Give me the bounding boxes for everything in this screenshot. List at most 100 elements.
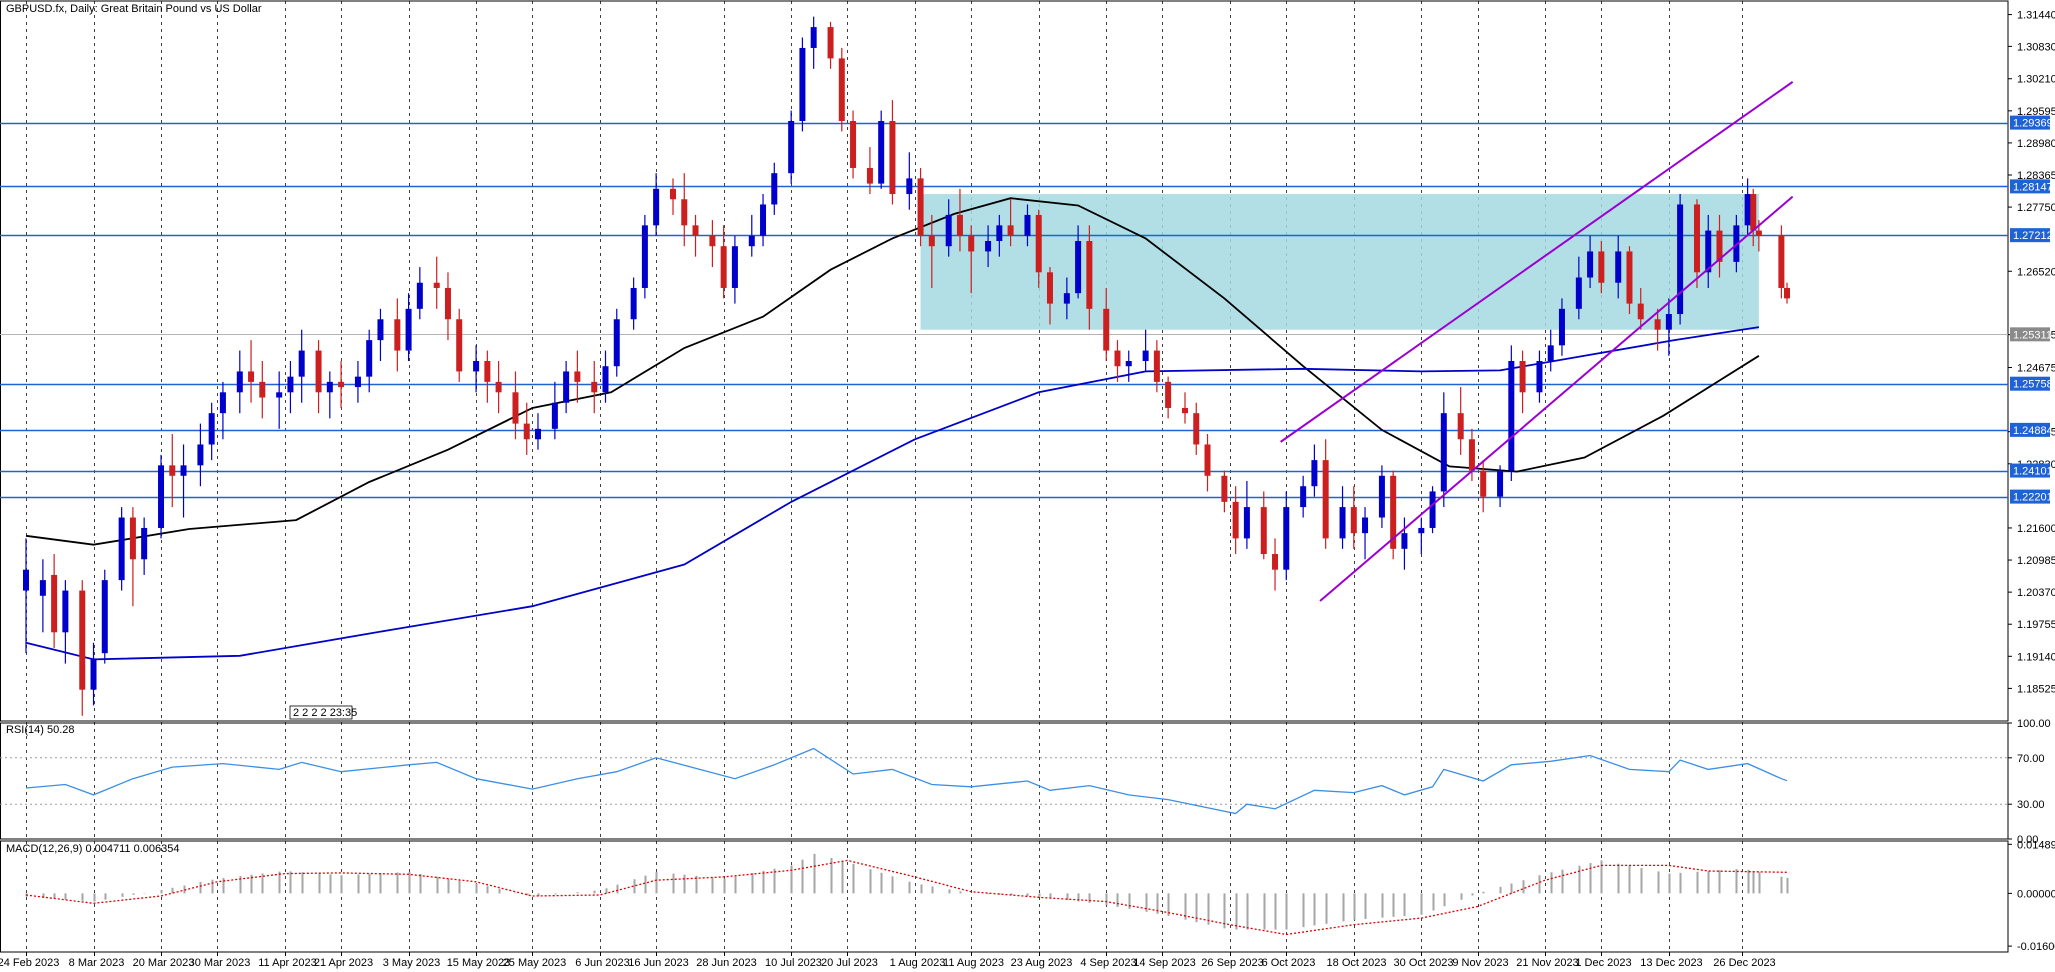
candle[interactable] [838, 47, 845, 132]
candle[interactable] [1654, 308, 1661, 351]
candle[interactable] [338, 361, 345, 408]
candle[interactable] [248, 340, 255, 403]
candle[interactable] [180, 444, 187, 518]
candle[interactable] [574, 350, 581, 403]
candle[interactable] [956, 188, 963, 252]
candle[interactable] [748, 214, 755, 257]
candle[interactable] [366, 329, 373, 393]
level-price-label[interactable]: 1.22201 [2010, 489, 2053, 504]
candle[interactable] [394, 298, 401, 372]
candle[interactable] [1440, 392, 1447, 508]
candle[interactable] [945, 199, 952, 257]
level-price-label[interactable]: 1.24884 [2010, 422, 2053, 437]
candle[interactable] [1221, 470, 1228, 513]
candle[interactable] [1429, 486, 1436, 534]
candle[interactable] [326, 371, 333, 419]
resistance-zone[interactable] [920, 194, 1759, 330]
candle[interactable] [158, 454, 165, 539]
candle[interactable] [1272, 538, 1279, 591]
candle[interactable] [1547, 329, 1554, 372]
candle[interactable] [1260, 491, 1267, 560]
candle[interactable] [827, 21, 834, 69]
candle[interactable] [1744, 178, 1751, 236]
candle[interactable] [298, 329, 305, 403]
candle[interactable] [1322, 439, 1329, 549]
candle[interactable] [1193, 402, 1200, 455]
level-price-label[interactable]: 1.25758 [2010, 376, 2053, 391]
candle[interactable] [208, 402, 215, 461]
candle[interactable] [1497, 465, 1504, 508]
candle[interactable] [287, 361, 294, 414]
candle[interactable] [1418, 517, 1425, 555]
candle[interactable] [760, 194, 767, 247]
candle[interactable] [1075, 225, 1082, 299]
candle[interactable] [1232, 486, 1239, 555]
candle[interactable] [1007, 199, 1014, 247]
candle[interactable] [219, 381, 226, 440]
candle[interactable] [889, 100, 896, 205]
candle[interactable] [1182, 392, 1189, 424]
candle[interactable] [1378, 465, 1385, 528]
candle[interactable] [1142, 329, 1149, 372]
candle[interactable] [523, 402, 530, 455]
candle[interactable] [51, 554, 58, 648]
candle[interactable] [653, 173, 660, 236]
candle[interactable] [1615, 235, 1622, 299]
candle[interactable] [1204, 434, 1211, 492]
candle[interactable] [197, 423, 204, 487]
candle[interactable] [1035, 209, 1042, 288]
candle[interactable] [456, 308, 463, 382]
candle[interactable] [1598, 241, 1605, 294]
candle[interactable] [866, 147, 873, 195]
candle[interactable] [1103, 287, 1110, 361]
candle[interactable] [641, 214, 648, 299]
candle[interactable] [630, 277, 637, 330]
candle[interactable] [1024, 204, 1031, 247]
candle[interactable] [405, 293, 412, 361]
level-price-label[interactable]: 1.24101 [2010, 463, 2053, 478]
candle[interactable] [1536, 350, 1543, 403]
candle[interactable] [141, 517, 148, 575]
level-price-label[interactable]: 1.27212 [2010, 228, 2053, 243]
candle[interactable] [129, 507, 136, 607]
candle[interactable] [602, 350, 609, 403]
candle[interactable] [1508, 345, 1515, 481]
candle[interactable] [985, 225, 992, 268]
candle[interactable] [1114, 340, 1121, 382]
candle[interactable] [613, 308, 620, 377]
candle[interactable] [1665, 298, 1672, 356]
candle[interactable] [1401, 517, 1408, 570]
candle[interactable] [354, 361, 361, 403]
candle[interactable] [591, 361, 598, 414]
candle[interactable] [23, 538, 29, 654]
level-price-label[interactable]: 1.28147 [2010, 179, 2053, 194]
current-price-label[interactable]: 1.25311 [2010, 327, 2052, 342]
candle[interactable] [1063, 277, 1070, 320]
candle[interactable] [259, 361, 266, 419]
candle[interactable] [810, 16, 817, 69]
candle[interactable] [788, 110, 795, 184]
candle[interactable] [1243, 481, 1250, 549]
candle[interactable] [1626, 246, 1633, 315]
candle[interactable] [670, 178, 677, 215]
candle[interactable] [39, 559, 46, 633]
candle[interactable] [169, 434, 176, 508]
candle[interactable] [1716, 214, 1723, 278]
level-price-label[interactable]: 1.29369 [2010, 115, 2053, 130]
candle[interactable] [1637, 287, 1644, 330]
candle[interactable] [1125, 350, 1132, 382]
candle[interactable] [377, 308, 384, 361]
candle[interactable] [1705, 214, 1712, 288]
candle[interactable] [433, 256, 440, 309]
candle[interactable] [1086, 225, 1093, 330]
candle[interactable] [1575, 256, 1582, 320]
candle[interactable] [1350, 486, 1357, 549]
candle[interactable] [1153, 340, 1160, 393]
candle[interactable] [1046, 267, 1053, 325]
candle[interactable] [1750, 188, 1757, 247]
candle[interactable] [90, 642, 97, 706]
channel-trendline[interactable] [1319, 195, 1794, 602]
candle[interactable] [850, 110, 857, 179]
candle[interactable] [799, 37, 806, 132]
